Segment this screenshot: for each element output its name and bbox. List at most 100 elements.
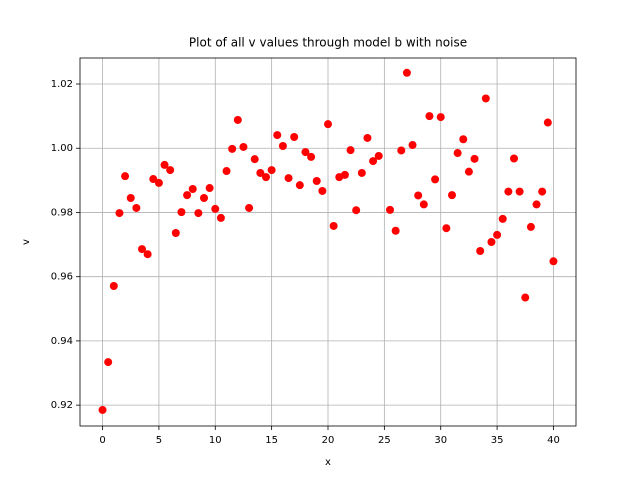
point [245, 203, 254, 212]
point [425, 112, 434, 121]
point [363, 133, 372, 142]
point [419, 200, 428, 209]
point [504, 187, 513, 196]
point [160, 160, 169, 169]
point [340, 170, 349, 179]
x-tick-label: 0 [99, 435, 105, 446]
point [115, 209, 124, 218]
point [515, 187, 524, 196]
y-axis-label: v [21, 239, 32, 245]
point [256, 168, 265, 177]
point [149, 175, 158, 184]
point [290, 132, 299, 141]
point [329, 221, 338, 230]
point [408, 141, 417, 150]
point [312, 176, 321, 185]
point [211, 204, 220, 213]
point [109, 281, 118, 290]
point [273, 131, 282, 140]
point [295, 181, 304, 190]
point [324, 120, 332, 129]
point [307, 152, 316, 161]
y-tick-label: 0.94 [51, 336, 73, 347]
point [194, 209, 203, 218]
point [278, 141, 287, 150]
point [301, 148, 310, 157]
point [453, 149, 462, 158]
point [464, 167, 473, 176]
x-tick-label: 25 [378, 435, 391, 446]
point [284, 174, 293, 183]
y-tick-label: 0.92 [51, 400, 73, 411]
point [386, 205, 394, 214]
point [126, 194, 135, 203]
y-tick-label: 0.98 [51, 207, 73, 218]
point [493, 230, 502, 239]
chart-title: Plot of all v values through model b wit… [189, 36, 467, 50]
point [205, 184, 214, 193]
point [166, 166, 175, 175]
point [352, 206, 361, 215]
point [143, 250, 152, 259]
point [104, 358, 113, 367]
point [171, 229, 180, 238]
x-axis-label: x [325, 457, 331, 468]
point [538, 187, 547, 196]
point [138, 245, 146, 254]
point [132, 203, 141, 212]
point [481, 94, 490, 103]
point [470, 154, 479, 163]
point [98, 405, 107, 414]
point [222, 167, 231, 176]
point [318, 186, 327, 195]
point [357, 168, 366, 177]
x-tick-label: 30 [434, 435, 447, 446]
point [233, 115, 242, 124]
point [369, 157, 378, 166]
point [262, 173, 270, 182]
point [549, 257, 558, 266]
x-tick-label: 5 [156, 435, 162, 446]
point [526, 222, 535, 231]
plot-frame [79, 57, 577, 427]
x-tick-label: 10 [209, 435, 222, 446]
point [487, 238, 496, 246]
point [183, 191, 192, 200]
point [346, 146, 355, 155]
y-tick-label: 0.96 [51, 272, 73, 283]
x-tick-label: 20 [322, 435, 335, 446]
point [188, 185, 197, 194]
y-tick-label: 1.02 [51, 79, 73, 90]
x-tick-label: 35 [491, 435, 504, 446]
point [521, 293, 530, 302]
point [250, 155, 259, 164]
point [414, 191, 423, 200]
x-tick-label: 15 [265, 435, 278, 446]
point [374, 151, 383, 160]
point [459, 135, 468, 144]
point [200, 194, 208, 203]
point [476, 246, 485, 255]
point [397, 146, 406, 155]
y-tick-label: 1.00 [51, 143, 73, 154]
point [448, 191, 456, 200]
point [154, 178, 163, 187]
point [431, 175, 440, 184]
point [442, 224, 451, 233]
point [543, 118, 552, 127]
point [532, 200, 541, 209]
point [239, 142, 248, 151]
x-tick-label: 40 [547, 435, 560, 446]
point [121, 172, 130, 181]
point [510, 154, 518, 163]
point [498, 214, 507, 223]
point [228, 144, 237, 153]
point [391, 226, 400, 235]
point [177, 208, 186, 217]
point [216, 213, 225, 222]
point [402, 68, 411, 77]
point [436, 113, 445, 122]
